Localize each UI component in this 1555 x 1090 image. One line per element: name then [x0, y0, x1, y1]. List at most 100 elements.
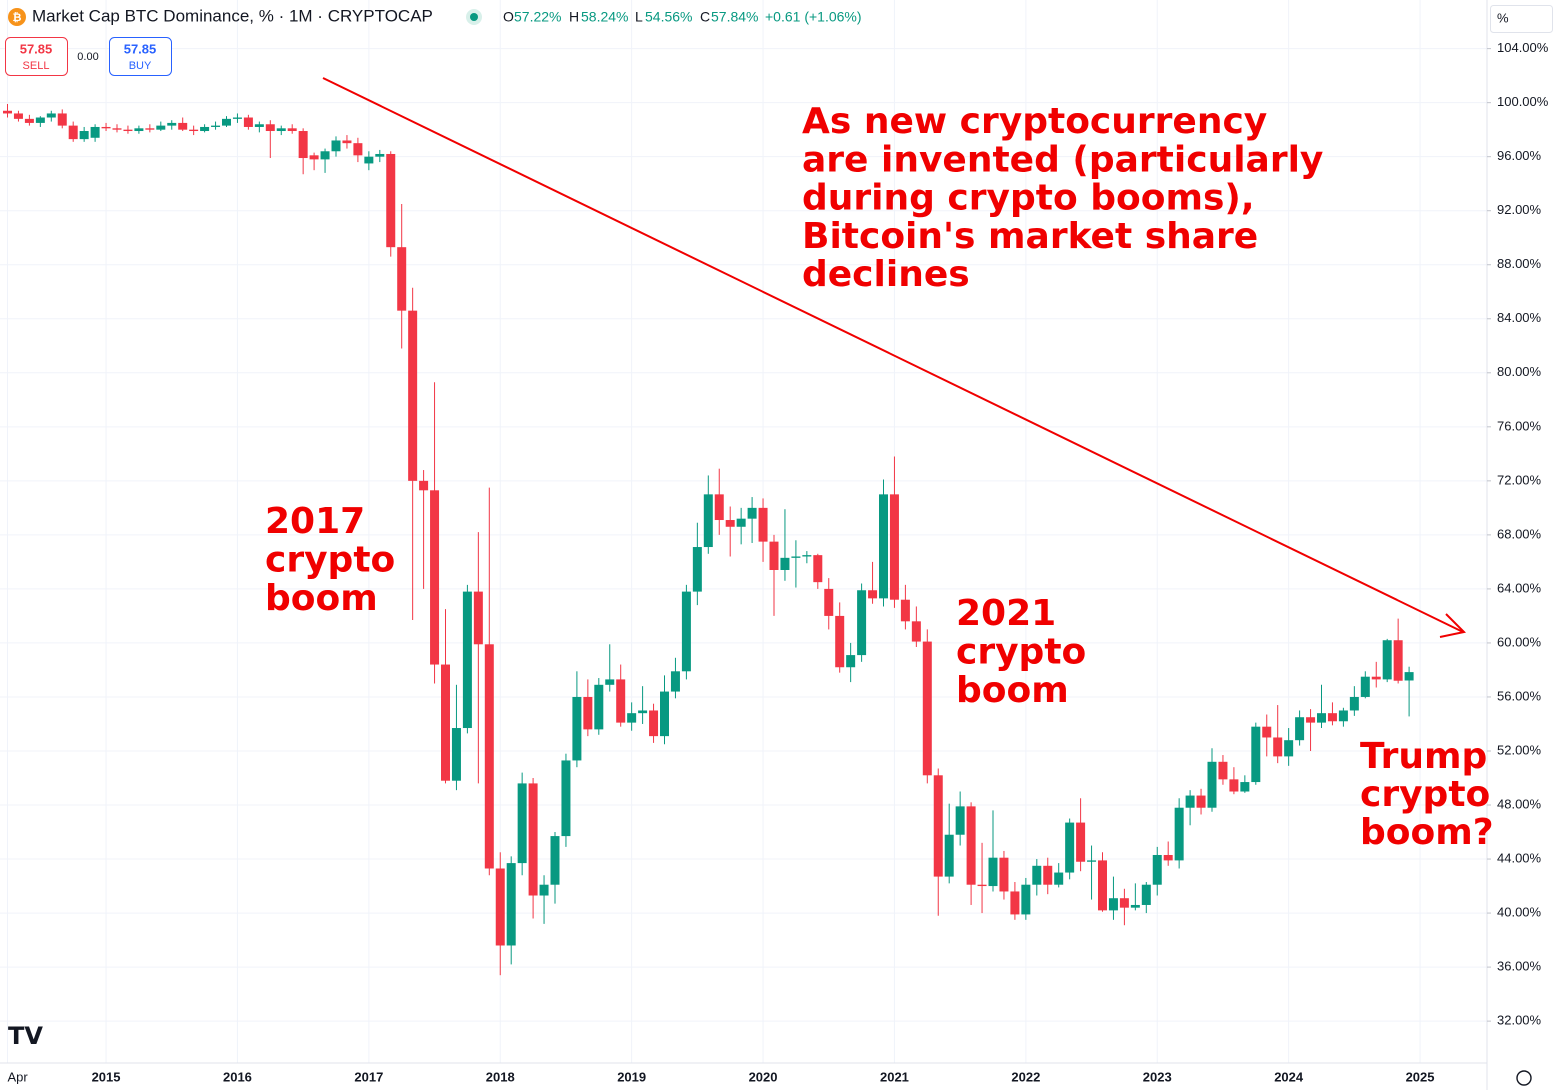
y-tick-label: 96.00%: [1497, 148, 1542, 163]
candle-body: [1371, 676, 1381, 680]
candle-body: [889, 494, 899, 600]
y-tick-label: 80.00%: [1497, 364, 1542, 379]
candle-body: [660, 691, 669, 737]
x-tick-label: 2025: [1406, 1069, 1435, 1084]
high-key: H: [569, 9, 579, 25]
y-tick-label: 44.00%: [1497, 850, 1542, 865]
candle-body: [1284, 740, 1294, 757]
candle-body: [331, 140, 341, 152]
candle-body: [211, 125, 221, 127]
candle-body: [287, 128, 297, 132]
candle-body: [1054, 872, 1064, 885]
status-dot: [470, 13, 478, 21]
candle-body: [649, 710, 659, 737]
buy-price[interactable]: 57.85: [124, 41, 157, 56]
candle-body: [583, 696, 593, 730]
annotation-text: are invented (particularly: [802, 139, 1323, 180]
candle-body: [90, 126, 100, 138]
buy-button[interactable]: 57.85 BUY: [109, 37, 172, 76]
candle-body: [1152, 854, 1162, 885]
candle-body: [1130, 904, 1140, 908]
candle-body: [1141, 884, 1151, 905]
unit-label[interactable]: %: [1497, 10, 1509, 25]
candle-body: [879, 494, 888, 599]
candle-body: [1010, 891, 1020, 915]
candle-body: [539, 884, 549, 896]
candle-body: [1229, 779, 1239, 792]
candle-body: [846, 655, 856, 668]
y-tick-label: 64.00%: [1497, 580, 1542, 595]
close-value: 57.84%: [711, 9, 758, 25]
y-tick-label: 104.00%: [1497, 40, 1549, 55]
btc-icon: [8, 8, 26, 26]
y-tick-label: 32.00%: [1497, 1013, 1542, 1028]
candle-body: [134, 128, 144, 132]
y-tick-label: 60.00%: [1497, 634, 1542, 649]
high-value: 58.24%: [581, 9, 628, 25]
open-value: 57.22%: [514, 9, 561, 25]
x-tick-label: 2022: [1011, 1069, 1040, 1084]
y-tick-label: 84.00%: [1497, 310, 1542, 325]
buy-box[interactable]: [109, 37, 172, 76]
candle-body: [156, 125, 166, 130]
y-tick-label: 56.00%: [1497, 688, 1542, 703]
y-tick-label: 88.00%: [1497, 256, 1542, 271]
x-tick-label: 2024: [1274, 1069, 1304, 1084]
candle-body: [462, 591, 472, 729]
symbol-title: Market Cap BTC Dominance, % · 1M · CRYPT…: [32, 6, 433, 25]
x-tick-label: 2021: [880, 1069, 909, 1084]
candle-body: [1043, 865, 1053, 885]
candle-body: [977, 884, 987, 887]
annotation-text: Trump: [1360, 736, 1487, 777]
candle-body: [375, 153, 385, 157]
candle-body: [123, 129, 133, 132]
sell-price[interactable]: 57.85: [20, 41, 53, 56]
candle-body: [857, 590, 867, 656]
candle-body: [1382, 640, 1392, 680]
candle-body: [276, 128, 286, 132]
x-tick-label: 2015: [92, 1069, 121, 1084]
candle-body: [681, 591, 691, 672]
y-tick-label: 48.00%: [1497, 796, 1542, 811]
y-tick-label: 40.00%: [1497, 905, 1542, 920]
candle-body: [1196, 795, 1206, 808]
candle-body: [1273, 737, 1283, 757]
x-tick-label: Apr: [8, 1069, 29, 1084]
open-key: O: [503, 9, 514, 25]
candle-body: [1207, 761, 1217, 808]
candle-body: [725, 520, 735, 527]
sell-label[interactable]: SELL: [23, 60, 50, 72]
candle-body: [232, 117, 242, 119]
candle-body: [933, 775, 943, 877]
sell-button[interactable]: 57.85 SELL: [5, 37, 68, 76]
candle-body: [1087, 860, 1097, 862]
candle-body: [1021, 884, 1031, 915]
candle-body: [57, 113, 67, 126]
candle-body: [24, 118, 34, 123]
annotation-text: boom: [956, 670, 1069, 711]
candle-body: [572, 696, 582, 761]
candle-body: [145, 128, 155, 130]
sell-box[interactable]: [5, 37, 68, 76]
annotation-text: during crypto booms),: [802, 178, 1255, 219]
candle-body: [747, 507, 757, 519]
candle-body: [397, 247, 407, 311]
candle-body: [1306, 717, 1316, 723]
candle-body: [484, 644, 494, 869]
candle-body: [1327, 713, 1337, 722]
unit-box[interactable]: [1490, 5, 1553, 33]
candle-body: [298, 131, 308, 159]
annotation-text: boom?: [1360, 812, 1494, 853]
buy-label[interactable]: BUY: [129, 60, 152, 72]
candle-body: [1360, 676, 1370, 697]
candle-body: [101, 126, 111, 129]
candle-body: [780, 557, 790, 570]
candle-body: [254, 124, 264, 127]
candle-body: [35, 117, 45, 123]
x-tick-label: 2016: [223, 1069, 252, 1084]
candle-body: [1295, 717, 1305, 741]
candle-body: [167, 122, 177, 126]
candle-body: [473, 591, 483, 645]
settings-icon[interactable]: [1516, 1070, 1532, 1086]
candle-body: [3, 110, 12, 114]
